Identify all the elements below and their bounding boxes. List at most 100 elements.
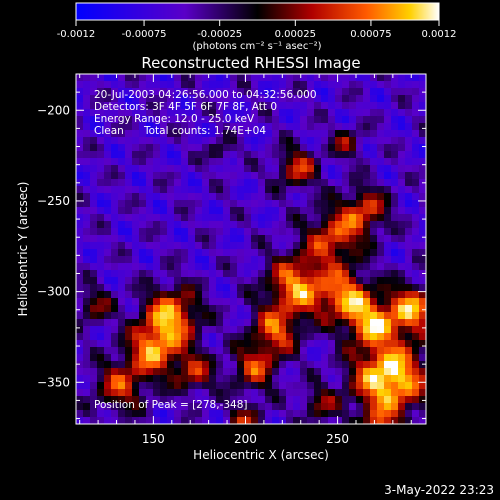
- heatmap-cell: [188, 396, 196, 404]
- heatmap-cell: [181, 102, 189, 110]
- heatmap-cell: [272, 172, 280, 180]
- heatmap-cell: [139, 228, 147, 236]
- heatmap-cell: [356, 256, 364, 264]
- heatmap-cell: [405, 179, 413, 187]
- heatmap-cell: [174, 382, 182, 390]
- heatmap-cell: [265, 109, 273, 117]
- heatmap-cell: [398, 81, 406, 89]
- heatmap-cell: [188, 130, 196, 138]
- heatmap-cell: [314, 144, 322, 152]
- heatmap-cell: [398, 207, 406, 215]
- heatmap-cell: [118, 158, 126, 166]
- heatmap-cell: [230, 403, 238, 411]
- heatmap-cell: [279, 88, 287, 96]
- heatmap-cell: [258, 228, 266, 236]
- heatmap-cell: [398, 116, 406, 124]
- heatmap-cell: [405, 151, 413, 159]
- heatmap-cell: [209, 417, 217, 424]
- heatmap-cell: [384, 277, 392, 285]
- heatmap-cell: [181, 214, 189, 222]
- heatmap-cell: [370, 102, 378, 110]
- heatmap-cell: [265, 347, 273, 355]
- heatmap-cell: [405, 291, 413, 299]
- heatmap-cell: [237, 319, 245, 327]
- heatmap-cell: [370, 389, 378, 397]
- heatmap-cell: [321, 102, 329, 110]
- heatmap-cell: [104, 130, 112, 138]
- heatmap-cell: [293, 95, 301, 103]
- heatmap-cell: [300, 123, 308, 131]
- heatmap-cell: [90, 193, 98, 201]
- heatmap-cell: [167, 144, 175, 152]
- heatmap-cell: [223, 228, 231, 236]
- heatmap-cell: [314, 403, 322, 411]
- heatmap-cell: [307, 186, 315, 194]
- heatmap-cell: [132, 151, 140, 159]
- heatmap-cell: [405, 165, 413, 173]
- heatmap-cell: [391, 200, 399, 208]
- heatmap-cell: [342, 172, 350, 180]
- heatmap-cell: [307, 361, 315, 369]
- heatmap-cell: [83, 102, 91, 110]
- heatmap-cell: [363, 270, 371, 278]
- heatmap-cell: [104, 305, 112, 313]
- heatmap-cell: [195, 284, 203, 292]
- heatmap-cell: [125, 389, 133, 397]
- heatmap-cell: [230, 417, 238, 424]
- heatmap-cell: [370, 137, 378, 145]
- heatmap-cell: [139, 368, 147, 376]
- heatmap-cell: [279, 228, 287, 236]
- heatmap-cell: [321, 179, 329, 187]
- heatmap-cell: [412, 130, 420, 138]
- heatmap-cell: [307, 200, 315, 208]
- heatmap-cell: [370, 319, 378, 327]
- heatmap-cell: [349, 312, 357, 320]
- heatmap-cell: [153, 95, 161, 103]
- heatmap-cell: [195, 410, 203, 418]
- heatmap-cell: [258, 242, 266, 250]
- heatmap-cell: [363, 109, 371, 117]
- heatmap-cell: [244, 81, 252, 89]
- heatmap-cell: [181, 333, 189, 341]
- heatmap-cell: [90, 305, 98, 313]
- heatmap-cell: [97, 417, 105, 424]
- heatmap-cell: [391, 361, 399, 369]
- heatmap-cell: [244, 361, 252, 369]
- heatmap-cell: [216, 102, 224, 110]
- heatmap-cell: [419, 319, 426, 327]
- heatmap-cell: [111, 270, 119, 278]
- heatmap-cell: [209, 305, 217, 313]
- heatmap-cell: [195, 347, 203, 355]
- heatmap-cell: [104, 102, 112, 110]
- heatmap-cell: [230, 291, 238, 299]
- heatmap-cell: [405, 74, 413, 82]
- heatmap-cell: [272, 193, 280, 201]
- heatmap-cell: [153, 221, 161, 229]
- heatmap-cell: [111, 410, 119, 418]
- heatmap-cell: [188, 270, 196, 278]
- heatmap-cell: [118, 235, 126, 243]
- heatmap-cell: [377, 417, 385, 424]
- heatmap-cell: [146, 298, 154, 306]
- heatmap-cell: [370, 305, 378, 313]
- heatmap-cell: [265, 81, 273, 89]
- heatmap-cell: [405, 368, 413, 376]
- heatmap-cell: [349, 95, 357, 103]
- heatmap-cell: [76, 158, 84, 166]
- heatmap-cell: [209, 95, 217, 103]
- heatmap-cell: [195, 389, 203, 397]
- y-tick-label: −350: [37, 375, 70, 389]
- heatmap-cell: [83, 263, 91, 271]
- heatmap-cell: [251, 270, 259, 278]
- heatmap-cell: [111, 305, 119, 313]
- heatmap-cell: [328, 74, 336, 82]
- heatmap-cell: [125, 249, 133, 257]
- heatmap-cell: [209, 354, 217, 362]
- heatmap-cell: [167, 151, 175, 159]
- heatmap-cell: [314, 396, 322, 404]
- heatmap-cell: [76, 298, 84, 306]
- heatmap-cell: [167, 347, 175, 355]
- heatmap-cell: [125, 214, 133, 222]
- heatmap-cell: [202, 95, 210, 103]
- heatmap-cell: [230, 200, 238, 208]
